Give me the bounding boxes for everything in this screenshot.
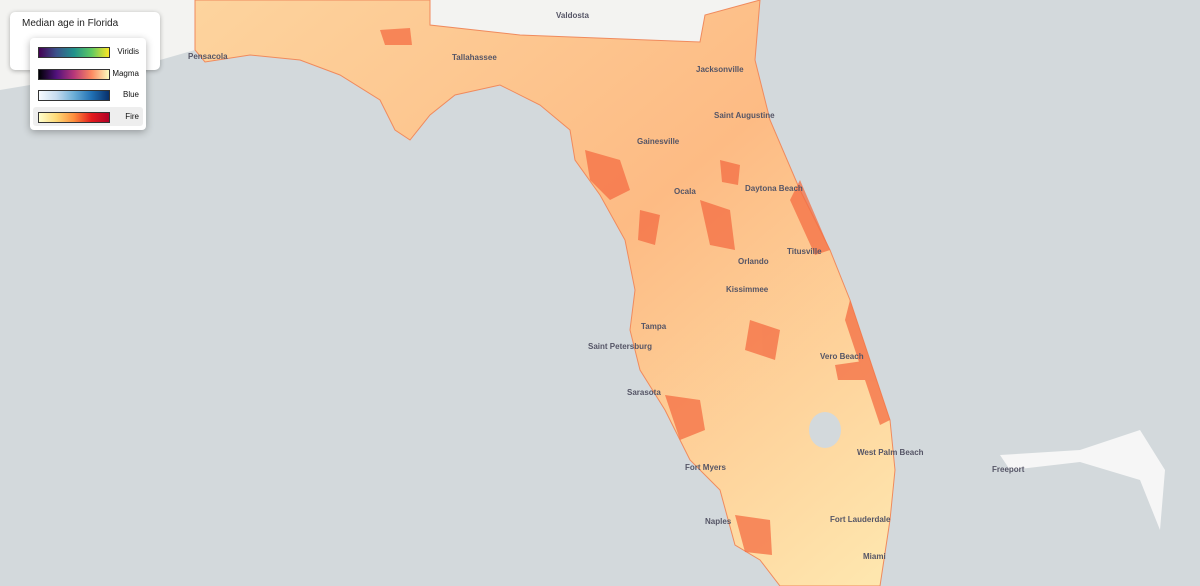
place-label: Gainesville	[637, 137, 680, 146]
place-label: Titusville	[787, 247, 822, 256]
palette-option[interactable]: Viridis	[33, 42, 143, 61]
palette-label: Fire	[125, 111, 139, 121]
place-label: Ocala	[674, 187, 696, 196]
palette-option[interactable]: Blue	[33, 85, 143, 104]
place-label: West Palm Beach	[857, 448, 924, 457]
palette-option[interactable]: Fire	[33, 106, 143, 126]
palette-option[interactable]: Magma	[33, 64, 143, 83]
place-label: Daytona Beach	[745, 184, 803, 193]
palette-swatch	[38, 111, 110, 123]
place-label: Vero Beach	[820, 352, 864, 361]
place-label: Jacksonville	[696, 65, 744, 74]
georgia-land	[160, 0, 760, 42]
high-age-areas	[380, 28, 890, 555]
place-label: Fort Lauderdale	[830, 515, 891, 524]
place-label: Tallahassee	[452, 53, 497, 62]
place-label: Kissimmee	[726, 285, 769, 294]
place-label: Naples	[705, 517, 732, 526]
place-label: Orlando	[738, 257, 769, 266]
place-label: Fort Myers	[685, 463, 726, 472]
bahamas-land	[1000, 430, 1165, 530]
palette-swatch	[38, 68, 110, 80]
florida	[194, 0, 896, 586]
palette-label: Blue	[122, 90, 139, 99]
place-label: Tampa	[641, 322, 667, 331]
legend-title: Median age in Florida	[22, 18, 119, 29]
palette-swatch	[38, 90, 110, 101]
palette-menu[interactable]: Viridis Magma Blue Fire	[30, 38, 146, 130]
place-label: Pensacola	[188, 52, 228, 61]
palette-label: Magma	[112, 68, 139, 78]
place-label: Saint Augustine	[714, 111, 775, 120]
place-label: Sarasota	[627, 388, 661, 397]
place-label: Valdosta	[556, 11, 589, 20]
palette-label: Viridis	[117, 47, 139, 56]
place-label: Miami	[863, 552, 886, 561]
place-labels: Valdosta Pensacola Tallahassee Jacksonvi…	[188, 11, 1025, 561]
place-label: Freeport	[992, 465, 1025, 474]
place-label: Saint Petersburg	[588, 342, 652, 351]
lake-okeechobee	[809, 412, 841, 448]
palette-swatch	[38, 47, 110, 58]
